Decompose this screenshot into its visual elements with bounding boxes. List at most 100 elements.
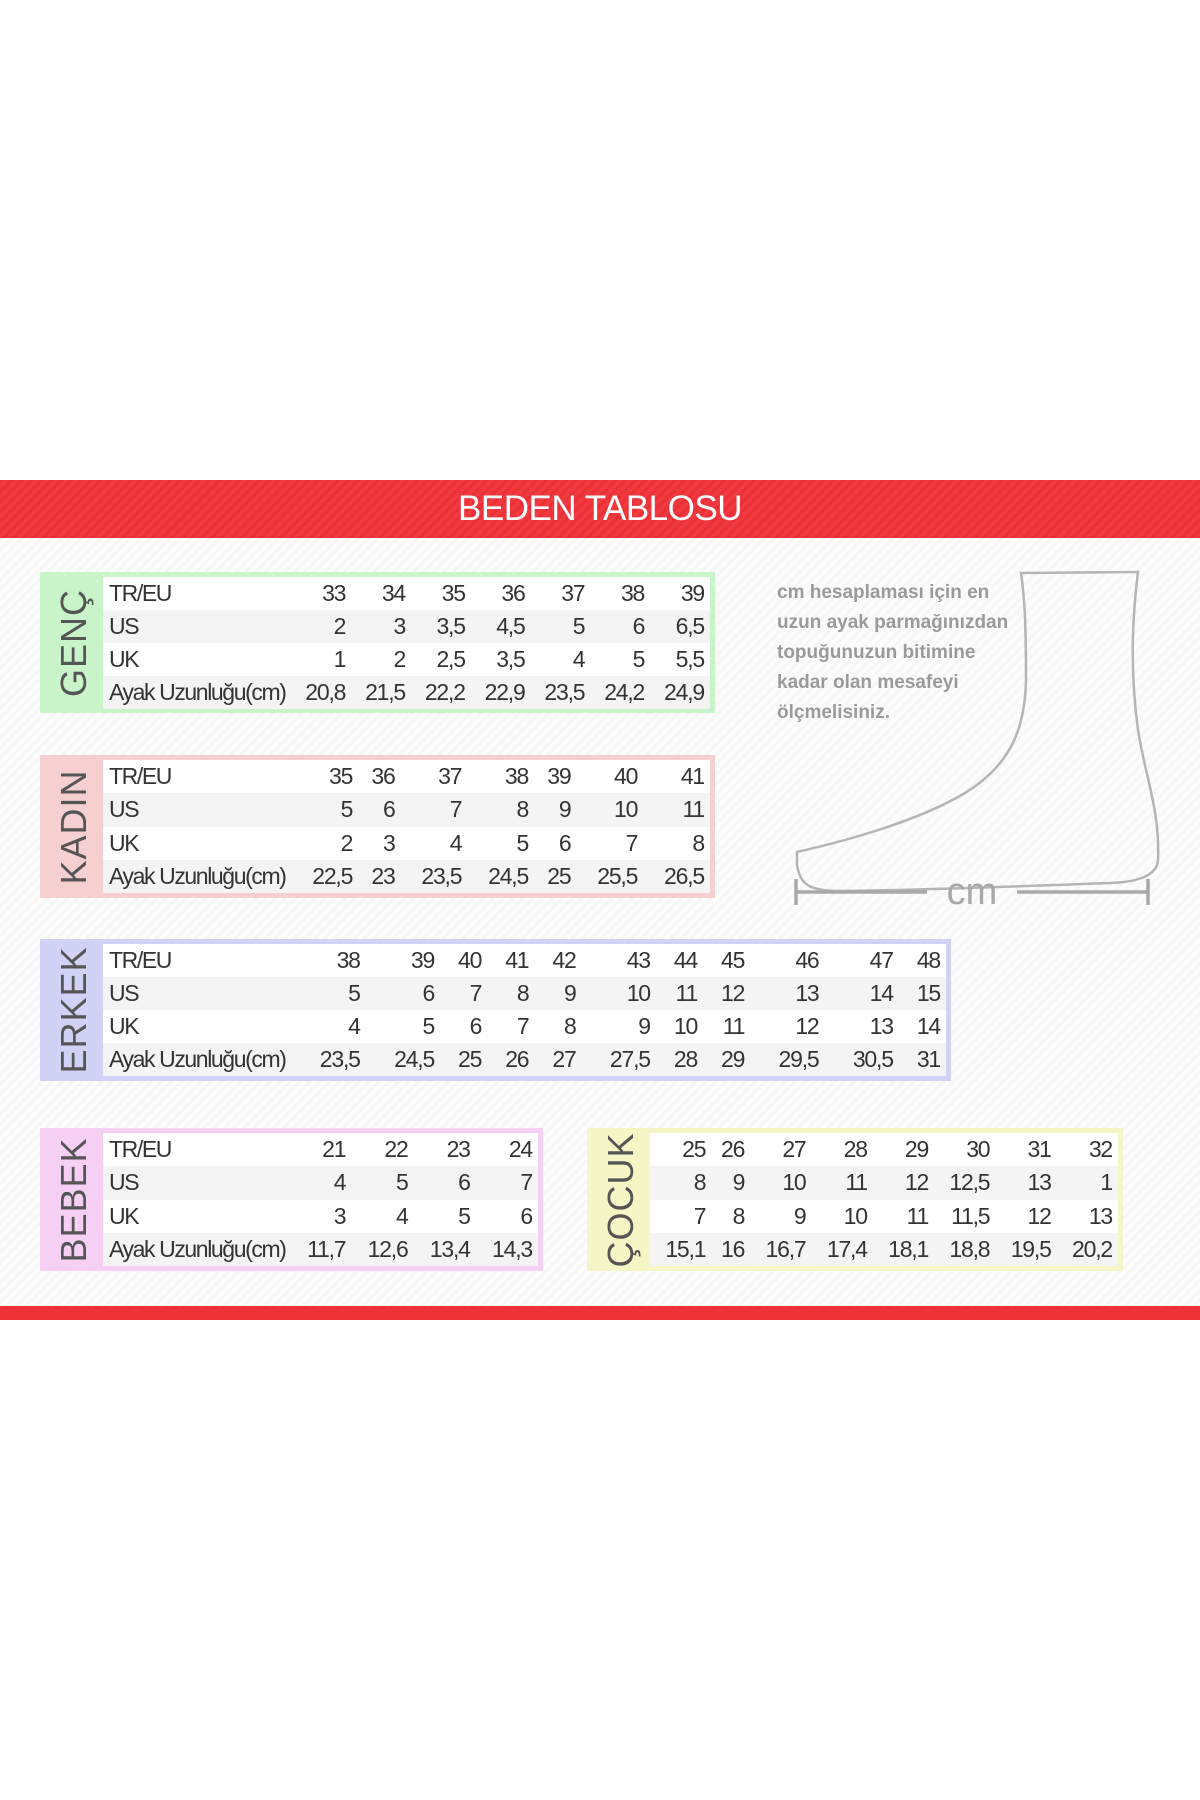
- size-cell: 29,5: [750, 1043, 825, 1076]
- size-cell: 29: [703, 1043, 751, 1076]
- size-cell: 6: [440, 1010, 488, 1043]
- size-cell: 10: [811, 1199, 873, 1233]
- size-cell: 7: [650, 1199, 712, 1233]
- table-row: UK 4 5 6 7 8 9 10 11 12 13 14: [103, 1010, 946, 1043]
- size-cell: 10: [581, 977, 656, 1010]
- size-cell: 5: [351, 1166, 414, 1200]
- size-cell: 35: [411, 577, 471, 610]
- size-cell: 14: [824, 977, 899, 1010]
- size-cell: 7: [576, 826, 644, 860]
- size-cell: 47: [824, 944, 899, 977]
- size-cell: 5: [291, 977, 366, 1010]
- size-cell: 11: [872, 1199, 935, 1233]
- size-cell: 27,5: [581, 1043, 656, 1076]
- size-cell: 11,7: [291, 1232, 352, 1266]
- size-cell: 39: [650, 577, 710, 610]
- foot-outline: [795, 570, 1160, 893]
- table-row: TR/EU 35 36 37 38 39 40 41: [103, 760, 710, 794]
- size-cell: 12,6: [351, 1232, 414, 1266]
- table-row: Ayak Uzunluğu(cm) 23,5 24,5 25 26 27 27,5 28 29 2…: [103, 1043, 946, 1076]
- category-label-strip: ERKEK: [45, 944, 103, 1076]
- size-cell: 2: [351, 643, 412, 676]
- row-label: US: [103, 610, 292, 643]
- table-row: US 5 6 7 8 9 10 11: [103, 793, 710, 827]
- size-cell: 8: [487, 977, 535, 1010]
- size-cell: 45: [703, 944, 751, 977]
- table-row: TR/EU 33 34 35 36 37 38 39: [103, 577, 710, 610]
- size-cell: 9: [534, 977, 582, 1010]
- size-cell: 25: [650, 1133, 712, 1167]
- size-cell: 42: [534, 944, 582, 977]
- row-label: TR/EU: [103, 944, 292, 977]
- size-cell: 11,5: [934, 1199, 996, 1233]
- size-cell: 23: [413, 1133, 476, 1167]
- row-label: TR/EU: [103, 760, 292, 794]
- size-cell: 6: [365, 977, 441, 1010]
- table-row: US 5 6 7 8 9 10 11 12 13 14 15: [103, 977, 946, 1010]
- cm-label: cm: [947, 871, 998, 910]
- size-cell: 40: [440, 944, 488, 977]
- category-label: GENÇ: [53, 588, 94, 697]
- size-cell: 13: [824, 1010, 899, 1043]
- row-label: Ayak Uzunluğu(cm): [103, 1232, 292, 1266]
- size-cell: 5: [413, 1199, 476, 1233]
- size-cell: 25: [534, 859, 577, 893]
- size-cell: 11: [655, 977, 704, 1010]
- size-cell: 8: [711, 1199, 751, 1233]
- size-cell: 5: [467, 826, 535, 860]
- size-cell: 8: [643, 826, 710, 860]
- size-cell: 41: [487, 944, 535, 977]
- size-cell: 24: [475, 1133, 538, 1167]
- note-line: kadar olan mesafeyi: [777, 672, 959, 693]
- size-cell: 9: [581, 1010, 656, 1043]
- size-cell: 38: [467, 760, 535, 794]
- size-cell: 11: [643, 793, 710, 827]
- size-cell: 44: [655, 944, 704, 977]
- size-cell: 41: [643, 760, 710, 794]
- category-label: ERKEK: [53, 946, 94, 1074]
- size-cell: 3: [351, 610, 412, 643]
- size-cell: 6,5: [650, 610, 710, 643]
- size-cell: 38: [590, 577, 651, 610]
- size-cell: 30,5: [824, 1043, 899, 1076]
- size-cell: 5,5: [650, 643, 710, 676]
- size-cell: 4: [291, 1166, 352, 1200]
- category-label-strip: GENÇ: [45, 577, 103, 708]
- size-cell: 12: [750, 1010, 825, 1043]
- size-cell: 5: [365, 1010, 441, 1043]
- size-cell: 31: [995, 1133, 1057, 1167]
- size-cell: 2: [291, 826, 359, 860]
- size-cell: 16: [711, 1232, 751, 1266]
- size-cell: 6: [534, 826, 577, 860]
- size-cell: 30: [934, 1133, 996, 1167]
- size-table-3: BEBEK TR/EU 21 22 23 24 US 4 5 6 7 UK 3 4 5 6 Ayak Uzunl…: [40, 1128, 543, 1271]
- row-label: UK: [103, 643, 292, 676]
- size-cell: 36: [470, 577, 531, 610]
- size-cell: 8: [467, 793, 535, 827]
- size-cell: 12: [872, 1166, 935, 1200]
- size-cell: 4: [400, 826, 468, 860]
- size-cell: 7: [400, 793, 468, 827]
- size-cell: 3,5: [470, 643, 531, 676]
- table-row: 7 8 9 10 11 11,5 12 13: [650, 1199, 1118, 1233]
- size-cell: 21,5: [351, 676, 412, 709]
- size-cell: 34: [351, 577, 412, 610]
- size-cell: 6: [358, 793, 401, 827]
- size-cell: 4: [530, 643, 591, 676]
- size-cell: 28: [655, 1043, 704, 1076]
- size-cell: 4: [351, 1199, 414, 1233]
- size-cell: 13: [1056, 1199, 1118, 1233]
- table-row: Ayak Uzunluğu(cm) 11,7 12,6 13,4 14,3: [103, 1232, 538, 1266]
- size-cell: 11: [811, 1166, 873, 1200]
- measure-instructions: cm hesaplaması için en uzun ayak parmağı…: [777, 578, 1037, 728]
- table-row: 8 9 10 11 12 12,5 13 1: [650, 1166, 1118, 1200]
- table-row: US 2 3 3,5 4,5 5 6 6,5: [103, 610, 710, 643]
- size-cell: 23,5: [530, 676, 591, 709]
- size-cell: 10: [655, 1010, 704, 1043]
- note-line: uzun ayak parmağınızdan: [777, 612, 1009, 633]
- table-row: 25 26 27 28 29 30 31 32: [650, 1133, 1118, 1167]
- size-cell: 15,1: [650, 1232, 712, 1266]
- size-cell: 5: [530, 610, 591, 643]
- note-line: ölçmelisiniz.: [777, 702, 890, 723]
- size-cell: 27: [750, 1133, 812, 1167]
